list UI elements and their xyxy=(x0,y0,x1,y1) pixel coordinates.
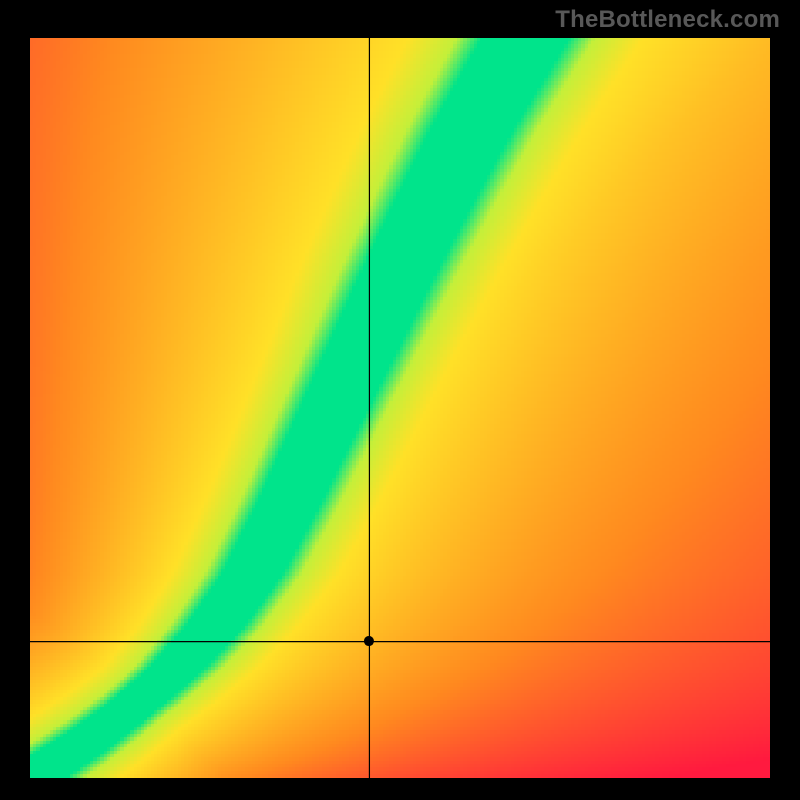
watermark-text: TheBottleneck.com xyxy=(555,6,780,34)
chart-root: TheBottleneck.com xyxy=(0,0,800,800)
bottleneck-heatmap xyxy=(30,38,770,778)
